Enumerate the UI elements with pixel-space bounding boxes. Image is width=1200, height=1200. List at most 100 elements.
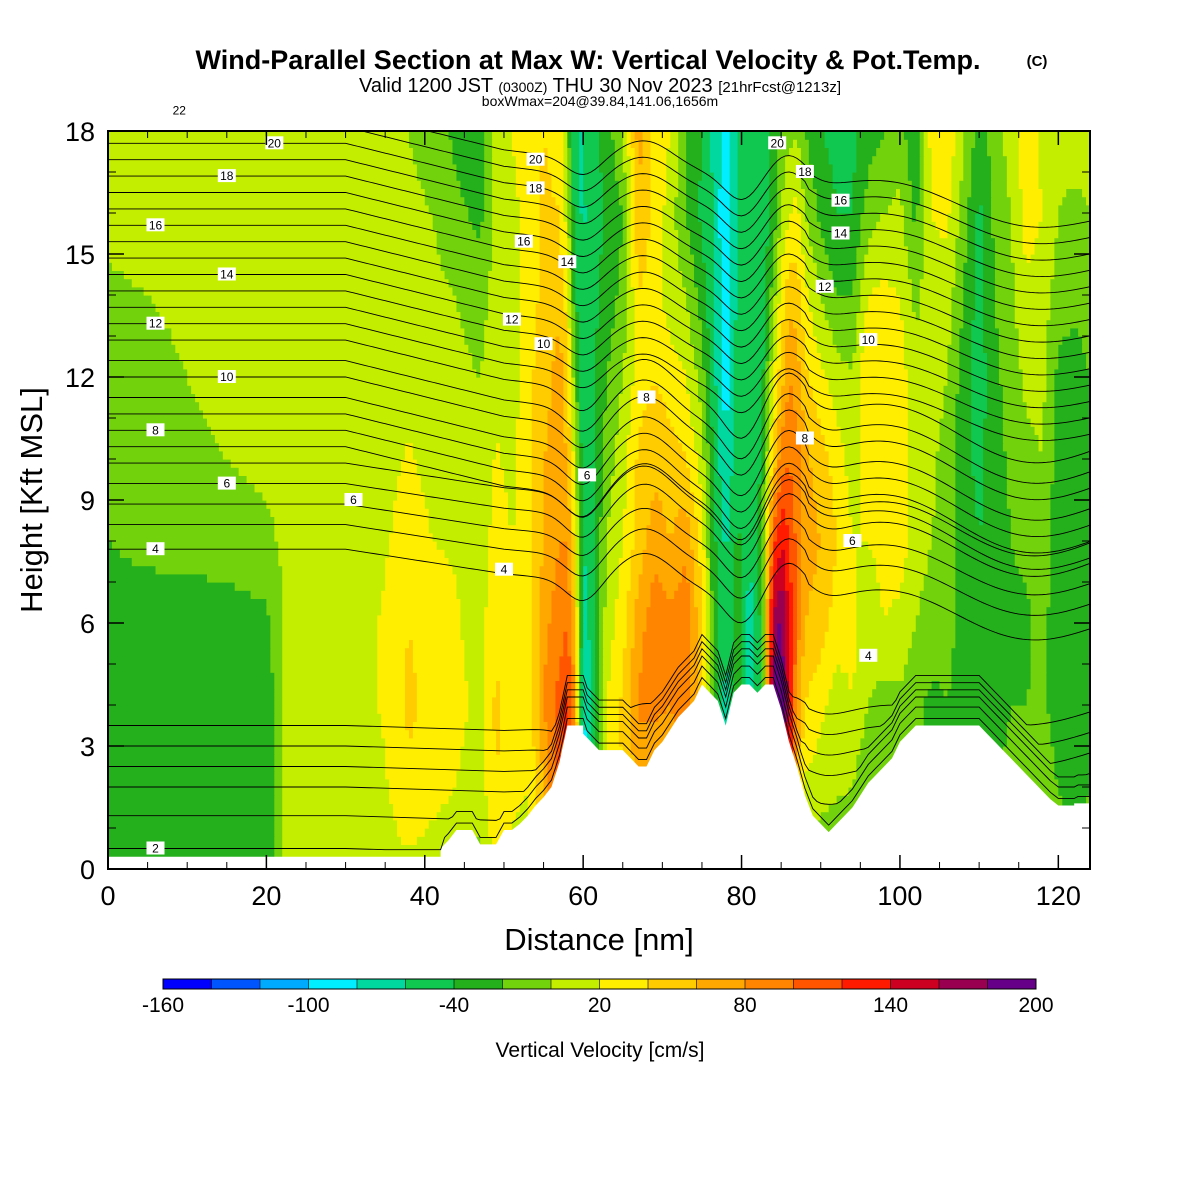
- w-field-cell: [515, 442, 533, 452]
- w-field-cell: [599, 549, 608, 558]
- w-field-cell: [963, 172, 972, 181]
- w-field-cell: [500, 680, 533, 690]
- w-field-cell: [991, 196, 1012, 206]
- w-field-cell: [709, 598, 715, 608]
- contour-label-text: 2: [152, 842, 159, 856]
- w-field-cell: [108, 368, 188, 378]
- w-field-cell: [753, 664, 762, 673]
- w-field-cell: [713, 442, 719, 452]
- w-field-cell: [800, 631, 806, 640]
- w-field-cell: [519, 286, 541, 296]
- w-field-cell: [800, 401, 818, 411]
- w-field-cell: [785, 352, 798, 362]
- w-field-cell: [579, 623, 584, 632]
- w-field-cell: [575, 590, 580, 599]
- w-field-cell: [563, 631, 568, 640]
- w-field-cell: [579, 204, 588, 214]
- w-field-cell: [769, 319, 774, 329]
- w-field-cell: [599, 254, 620, 263]
- w-field-cell: [1014, 303, 1052, 312]
- w-field-cell: [789, 262, 798, 271]
- w-field-cell: [1058, 221, 1090, 230]
- w-field-cell: [864, 336, 905, 345]
- w-field-cell: [638, 426, 675, 435]
- w-field-cell: [694, 270, 707, 280]
- w-field-cell: [729, 500, 758, 509]
- w-field-cell: [800, 549, 818, 558]
- w-field-cell: [1046, 655, 1090, 665]
- w-field-cell: [282, 778, 390, 788]
- w-field-cell: [108, 705, 275, 714]
- w-field-cell: [777, 319, 782, 329]
- w-field-cell: [531, 549, 545, 558]
- w-field-cell: [496, 737, 501, 747]
- colorbar-tick-label: 140: [873, 994, 908, 1017]
- w-field-cell: [595, 696, 600, 706]
- w-field-cell: [579, 631, 584, 640]
- w-field-cell: [622, 221, 628, 230]
- w-field-cell: [108, 573, 208, 583]
- w-field-cell: [480, 836, 493, 845]
- w-field-cell: [907, 270, 925, 280]
- w-field-cell: [907, 491, 937, 501]
- w-field-cell: [820, 655, 857, 665]
- w-field-cell: [531, 541, 545, 550]
- w-field-cell: [551, 172, 564, 181]
- w-field-cell: [618, 696, 632, 706]
- w-field-cell: [658, 573, 683, 583]
- w-field-cell: [274, 680, 283, 690]
- colorbar-swatch: [260, 979, 309, 989]
- w-field-cell: [852, 680, 877, 690]
- w-field-cell: [769, 163, 778, 173]
- w-field-cell: [563, 147, 568, 157]
- w-field-cell: [1050, 549, 1090, 558]
- w-field-cell: [812, 475, 834, 485]
- w-field-cell: [701, 655, 707, 665]
- w-field-cell: [575, 672, 580, 681]
- w-field-cell: [705, 418, 711, 427]
- w-field-cell: [583, 541, 596, 550]
- colorbar-swatch: [599, 979, 649, 989]
- w-field-cell: [654, 491, 659, 501]
- w-field-cell: [789, 524, 794, 534]
- w-field-cell: [622, 664, 632, 673]
- w-field-cell: [1010, 524, 1052, 534]
- w-field-cell: [234, 582, 283, 591]
- w-field-cell: [622, 532, 636, 542]
- w-field-cell: [634, 541, 648, 550]
- w-field-cell: [785, 623, 790, 632]
- w-field-cell: [602, 688, 608, 698]
- w-field-cell: [595, 557, 600, 567]
- w-field-cell: [1030, 639, 1048, 649]
- w-field-cell: [575, 582, 580, 591]
- w-field-cell: [836, 524, 854, 534]
- w-field-cell: [709, 352, 715, 362]
- w-field-cell: [943, 688, 949, 698]
- w-field-cell: [686, 377, 699, 386]
- w-field-cell: [860, 409, 909, 419]
- w-field-cell: [571, 516, 576, 526]
- w-field-cell: [804, 131, 826, 140]
- w-field-cell: [282, 598, 382, 608]
- w-field-cell: [923, 582, 956, 591]
- w-field-cell: [531, 393, 553, 403]
- w-field-cell: [381, 598, 462, 608]
- w-field-cell: [555, 746, 564, 755]
- w-field-cell: [939, 229, 949, 239]
- w-field-cell: [543, 557, 557, 567]
- w-field-cell: [947, 377, 960, 386]
- w-field-cell: [666, 590, 675, 599]
- w-field-cell: [860, 500, 909, 509]
- w-field-cell: [531, 532, 545, 542]
- w-field-cell: [729, 401, 735, 411]
- w-field-cell: [800, 229, 810, 239]
- w-field-cell: [840, 434, 861, 444]
- w-field-cell: [519, 221, 541, 230]
- w-field-cell: [507, 500, 517, 509]
- w-field-cell: [1050, 557, 1090, 567]
- w-field-cell: [571, 500, 576, 509]
- w-field-cell: [781, 639, 786, 649]
- w-field-cell: [828, 385, 861, 394]
- w-field-cell: [1010, 516, 1052, 526]
- theta-contour-label: 14: [217, 267, 236, 282]
